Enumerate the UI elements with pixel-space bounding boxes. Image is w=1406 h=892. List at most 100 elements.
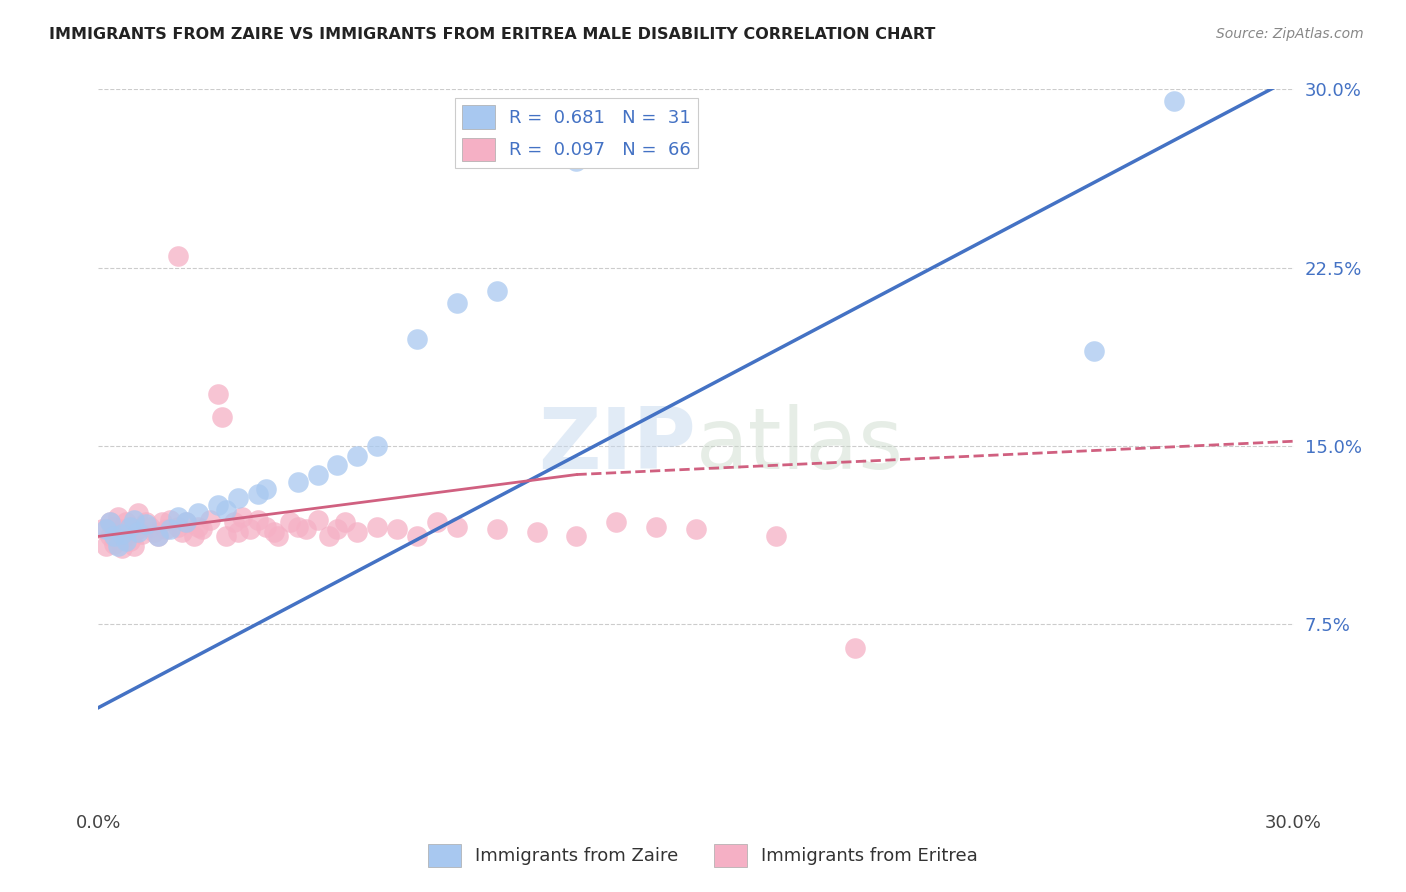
Point (107, 527, 129, 541)
Point (96, 539, 118, 553)
Point (485, 285, 508, 299)
Point (98, 515, 122, 529)
Point (135, 517, 157, 532)
Point (111, 527, 134, 541)
Point (446, 520, 468, 534)
Point (143, 524, 166, 539)
Point (844, 641, 866, 656)
Point (226, 524, 249, 539)
Point (222, 515, 245, 529)
Point (98, 529, 122, 543)
Point (183, 529, 205, 543)
Point (326, 522, 349, 536)
Point (120, 520, 142, 534)
Text: IMMIGRANTS FROM ZAIRE VS IMMIGRANTS FROM ERITREA MALE DISABILITY CORRELATION CHA: IMMIGRANTS FROM ZAIRE VS IMMIGRANTS FROM… (49, 27, 935, 42)
Point (131, 527, 153, 541)
Point (103, 520, 125, 534)
Point (127, 524, 149, 539)
Point (294, 522, 316, 536)
Point (167, 249, 190, 263)
Point (346, 449, 368, 463)
Point (103, 529, 125, 543)
Point (254, 482, 277, 496)
Point (215, 503, 238, 517)
Point (1083, 343, 1105, 358)
Point (267, 529, 290, 543)
Point (120, 520, 142, 534)
Point (326, 458, 349, 472)
Point (346, 524, 368, 539)
Point (565, 153, 588, 168)
Point (526, 524, 548, 539)
Point (366, 520, 388, 534)
Point (174, 515, 197, 529)
Point (307, 467, 329, 482)
Point (120, 534, 142, 549)
Point (198, 513, 221, 527)
Point (111, 522, 134, 536)
Point (246, 486, 269, 500)
Point (287, 475, 309, 489)
Point (148, 529, 170, 543)
Point (446, 296, 468, 310)
Point (124, 539, 146, 553)
Point (111, 541, 134, 556)
Point (335, 515, 357, 529)
Point (226, 491, 249, 506)
Point (159, 522, 181, 536)
Point (96, 522, 118, 536)
Point (287, 520, 309, 534)
Point (159, 513, 181, 527)
Point (191, 522, 214, 536)
Point (215, 529, 238, 543)
Point (115, 515, 138, 529)
Point (263, 524, 285, 539)
Point (115, 529, 138, 543)
Text: Source: ZipAtlas.com: Source: ZipAtlas.com (1216, 27, 1364, 41)
Point (366, 439, 388, 453)
Point (187, 506, 209, 520)
Point (1163, 94, 1185, 108)
Point (211, 410, 233, 425)
Point (150, 515, 173, 529)
Point (239, 522, 262, 536)
Point (645, 520, 668, 534)
Point (127, 506, 149, 520)
Point (254, 520, 277, 534)
Point (307, 513, 329, 527)
Point (124, 513, 146, 527)
Point (565, 529, 588, 543)
Point (107, 539, 129, 553)
Point (485, 522, 508, 536)
Text: ZIP: ZIP (538, 404, 696, 488)
Point (187, 520, 209, 534)
Point (167, 510, 190, 524)
Point (246, 513, 269, 527)
Point (172, 524, 194, 539)
Point (167, 520, 190, 534)
Point (124, 524, 146, 539)
Point (406, 332, 429, 346)
Point (605, 515, 627, 529)
Point (174, 515, 197, 529)
Point (685, 522, 707, 536)
Point (115, 534, 138, 549)
Point (765, 529, 787, 543)
Point (107, 510, 129, 524)
Point (127, 522, 149, 536)
Text: atlas: atlas (696, 404, 904, 488)
Point (139, 520, 162, 534)
Point (207, 499, 229, 513)
Point (148, 529, 170, 543)
Point (135, 515, 157, 529)
Point (318, 529, 340, 543)
Point (231, 510, 253, 524)
Point (103, 536, 125, 550)
Point (385, 522, 409, 536)
Legend: R =  0.681   N =  31, R =  0.097   N =  66: R = 0.681 N = 31, R = 0.097 N = 66 (456, 98, 697, 168)
Point (426, 515, 449, 529)
Point (207, 386, 229, 401)
Point (406, 529, 429, 543)
Point (98, 515, 122, 529)
Point (155, 522, 177, 536)
